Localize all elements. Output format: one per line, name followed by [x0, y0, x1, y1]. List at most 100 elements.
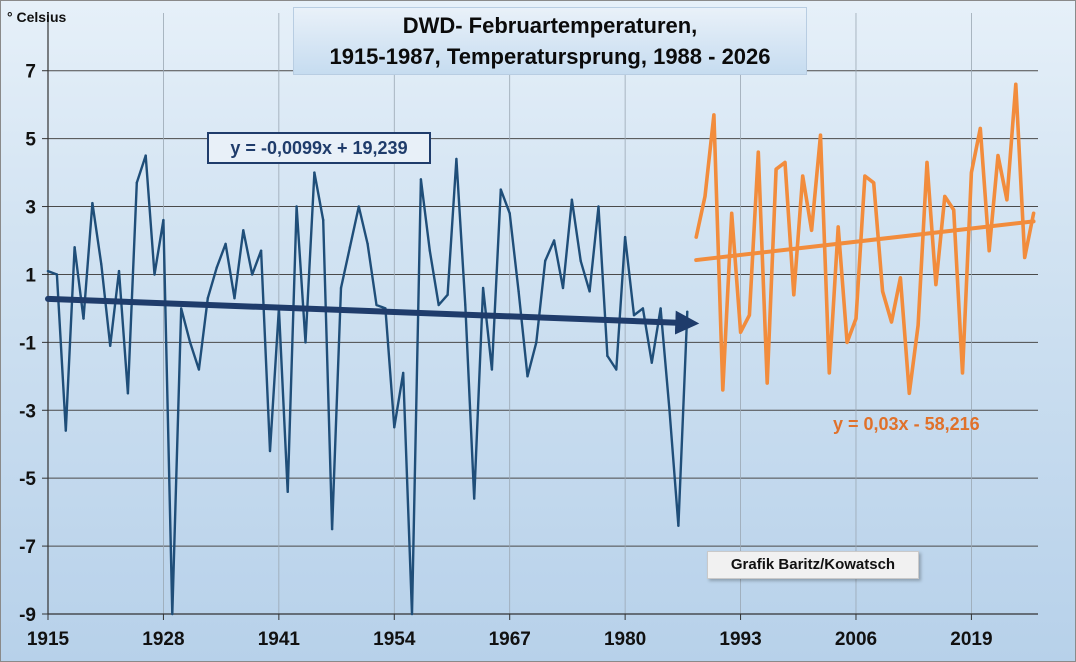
data-point	[979, 127, 982, 130]
trend-1915-1987-line	[45, 295, 700, 335]
data-point	[597, 205, 600, 208]
data-point	[126, 392, 130, 395]
data-point	[1023, 256, 1026, 259]
y-tick-label: 5	[25, 130, 36, 151]
data-point	[854, 317, 858, 320]
data-point	[508, 212, 511, 215]
data-point	[188, 341, 192, 344]
data-point	[641, 307, 645, 310]
data-point	[517, 290, 520, 293]
data-point	[765, 381, 769, 385]
data-point	[677, 524, 680, 527]
data-point	[934, 283, 938, 286]
data-point	[295, 205, 298, 208]
data-point	[792, 293, 796, 297]
trend-1988-2026-line	[694, 219, 1036, 263]
chart-title-line1: DWD- Februartemperaturen,	[402, 13, 698, 38]
data-point	[490, 368, 494, 371]
data-point	[144, 154, 147, 157]
data-point	[916, 324, 920, 327]
data-point	[153, 273, 156, 276]
x-tick-label: 1993	[719, 629, 761, 650]
data-point	[179, 307, 183, 310]
data-point	[837, 225, 840, 229]
chart-title-line2: 1915-1987, Temperatursprung, 1988 - 2026	[329, 44, 771, 69]
x-tick-label: 2019	[950, 629, 992, 650]
data-point	[46, 269, 50, 273]
data-point	[899, 276, 902, 280]
data-point	[694, 235, 698, 239]
data-point	[828, 371, 831, 375]
y-tick-label: 1	[25, 265, 36, 286]
data-point	[55, 273, 59, 276]
y-axis-unit-label: ° Celsius	[7, 9, 67, 25]
x-tick-label: 1928	[142, 629, 184, 650]
data-point	[357, 205, 360, 208]
data-point	[925, 161, 929, 164]
data-point	[82, 317, 85, 320]
data-point	[872, 181, 875, 184]
data-point	[970, 171, 973, 174]
y-tick-label: 7	[25, 62, 36, 83]
data-point	[632, 313, 636, 317]
data-point	[819, 134, 822, 137]
data-point	[544, 259, 547, 263]
y-tick-label: -5	[19, 469, 36, 490]
data-point	[712, 113, 716, 117]
data-point	[535, 341, 538, 344]
data-point	[686, 310, 689, 314]
data-point	[783, 161, 787, 164]
series-line-1	[46, 154, 689, 616]
data-point	[242, 229, 245, 232]
data-point	[561, 286, 565, 290]
y-tick-label: -7	[19, 537, 36, 558]
data-point	[446, 293, 449, 297]
axes: 7 5 3 1 -1 -3 -5 -7 -9 1915 1928 1941 1954 1967 1980 19…	[19, 13, 1038, 650]
data-point	[401, 371, 405, 375]
data-point	[499, 188, 503, 191]
data-point	[73, 246, 76, 249]
data-point	[606, 354, 609, 358]
data-point	[393, 426, 396, 429]
data-point	[996, 154, 1000, 157]
x-tick-label: 1941	[258, 629, 301, 650]
data-point	[863, 174, 867, 178]
data-point	[100, 263, 103, 266]
data-point	[588, 290, 591, 293]
x-tick-label: 1915	[27, 629, 70, 650]
data-point	[313, 171, 316, 174]
data-point	[464, 303, 467, 307]
data-point	[206, 297, 210, 300]
data-point	[117, 269, 121, 273]
data-point	[730, 212, 733, 215]
data-point	[579, 259, 582, 263]
data-point	[108, 344, 112, 347]
trend-equation-1988-2026: y = 0,03x - 58,216	[833, 414, 980, 434]
data-point	[668, 409, 671, 412]
data-point	[135, 181, 138, 184]
data-point	[259, 249, 263, 252]
data-point	[472, 497, 476, 500]
x-tick-label: 1967	[489, 629, 531, 650]
data-point	[721, 388, 724, 392]
data-point	[739, 330, 742, 334]
data-point	[437, 303, 440, 307]
data-point	[171, 612, 174, 616]
data-point	[64, 429, 67, 432]
data-point	[810, 229, 813, 232]
data-point	[952, 208, 955, 212]
data-point	[659, 307, 662, 310]
y-tick-label: -3	[19, 401, 36, 422]
data-point	[757, 151, 760, 154]
data-point	[162, 218, 165, 222]
data-point	[268, 449, 272, 453]
data-point	[650, 361, 653, 364]
data-point	[251, 273, 254, 276]
y-tick-label: -1	[19, 333, 36, 354]
data-point	[233, 297, 236, 300]
data-point	[348, 246, 352, 249]
data-point	[286, 490, 289, 493]
data-point	[890, 320, 893, 324]
